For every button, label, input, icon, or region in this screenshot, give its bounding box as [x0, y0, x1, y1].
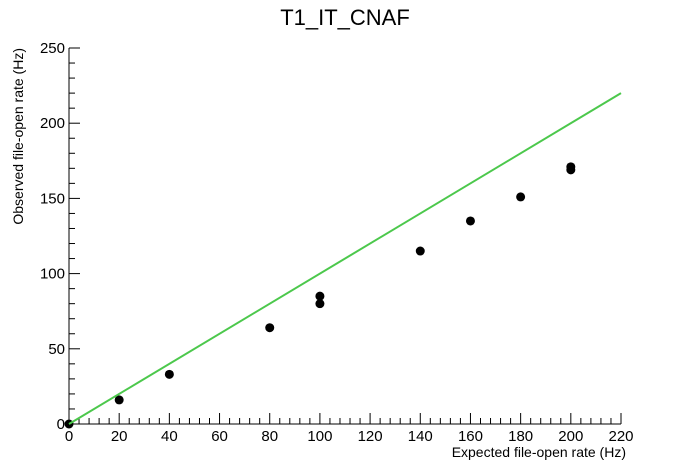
x-tick-label: 180	[508, 428, 533, 445]
data-point	[315, 291, 325, 301]
x-tick-label: 120	[358, 428, 383, 445]
reference-line	[68, 92, 622, 425]
x-tick-label: 140	[408, 428, 433, 445]
data-point	[114, 395, 124, 405]
x-tick-label: 60	[211, 428, 228, 445]
y-tick-label: 200	[40, 115, 65, 132]
x-tick-label: 20	[111, 428, 128, 445]
y-tick-label: 250	[40, 40, 65, 57]
data-point	[265, 323, 275, 333]
data-point	[566, 162, 576, 172]
x-axis-label: Expected file-open rate (Hz)	[452, 444, 626, 460]
y-tick-label: 50	[48, 341, 65, 358]
chart-title: T1_IT_CNAF	[280, 5, 410, 30]
data-point	[516, 192, 526, 202]
y-tick-label: 150	[40, 190, 65, 207]
y-axis-label: Observed file-open rate (Hz)	[10, 48, 26, 225]
x-tick-label: 40	[161, 428, 178, 445]
x-tick-label: 160	[458, 428, 483, 445]
x-tick-label: 0	[65, 428, 73, 445]
plot-area: 0 20 40 60 80 100 120 140 160 180 200 220 0 50 100 150 2…	[40, 40, 634, 445]
y-tick-label: 0	[57, 416, 65, 433]
data-point	[315, 299, 325, 309]
x-tick-label: 200	[558, 428, 583, 445]
x-tick-label: 100	[307, 428, 332, 445]
y-tick-label: 100	[40, 266, 65, 283]
data-point	[415, 246, 425, 256]
x-tick-label: 220	[608, 428, 633, 445]
data-point	[465, 216, 475, 226]
x-tick-label: 80	[261, 428, 278, 445]
data-point	[164, 369, 174, 379]
